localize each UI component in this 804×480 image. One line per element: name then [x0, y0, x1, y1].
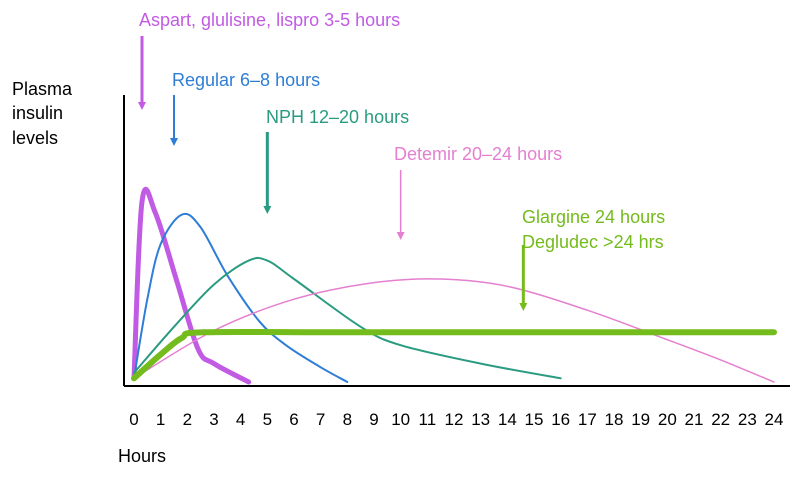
x-tick-label-17: 17 [578, 410, 597, 429]
x-tick-label-7: 7 [316, 410, 325, 429]
arrowhead-detemir [396, 232, 405, 240]
x-tick-label-10: 10 [391, 410, 410, 429]
series-label-degludec: Degludec >24 hrs [522, 232, 664, 252]
x-tick-label-1: 1 [156, 410, 165, 429]
x-tick-labels: 0 1 2 3 4 5 6 7 8 9 10 11 12 13 14 15 16 17 18 19 20 21 22 23 24 [129, 410, 783, 429]
x-tick-label-6: 6 [289, 410, 298, 429]
x-tick-label-3: 3 [209, 410, 218, 429]
x-tick-label-20: 20 [658, 410, 677, 429]
series-labels: Aspart, glulisine, lispro 3-5 hours Regul… [138, 10, 665, 311]
series-line-regular [133, 212, 349, 383]
y-axis-label-line3: levels [12, 128, 58, 148]
x-tick-label-0: 0 [129, 410, 138, 429]
series-line-glargine [131, 328, 777, 382]
series-label-nph: NPH 12–20 hours [266, 107, 409, 127]
x-tick-label-12: 12 [445, 410, 464, 429]
series-line-aspart [131, 186, 252, 385]
arrowhead-regular [170, 138, 178, 146]
x-tick-label-5: 5 [263, 410, 272, 429]
x-tick-label-18: 18 [605, 410, 624, 429]
series-line-nph [133, 256, 562, 380]
arrowhead-glargine [519, 303, 528, 311]
x-tick-label-8: 8 [343, 410, 352, 429]
x-tick-label-22: 22 [711, 410, 730, 429]
y-axis-label-line2: insulin [12, 103, 63, 123]
x-tick-label-19: 19 [631, 410, 650, 429]
series-label-glargine: Glargine 24 hours [522, 207, 665, 227]
x-tick-label-11: 11 [419, 410, 437, 429]
x-axis-label: Hours [118, 446, 166, 466]
series-layer [131, 186, 777, 385]
x-tick-label-21: 21 [685, 410, 704, 429]
arrowhead-nph [263, 206, 272, 214]
series-label-regular: Regular 6–8 hours [172, 70, 320, 90]
x-tick-label-14: 14 [498, 410, 517, 429]
arrowhead-aspart [138, 102, 146, 110]
x-tick-label-15: 15 [525, 410, 544, 429]
series-label-aspart: Aspart, glulisine, lispro 3-5 hours [139, 10, 400, 30]
x-tick-label-16: 16 [551, 410, 570, 429]
x-tick-label-13: 13 [471, 410, 490, 429]
x-tick-label-24: 24 [765, 410, 784, 429]
series-label-detemir: Detemir 20–24 hours [394, 144, 562, 164]
x-tick-label-4: 4 [236, 410, 245, 429]
series-line-detemir [133, 278, 775, 383]
x-tick-label-2: 2 [183, 410, 192, 429]
y-axis-label-line1: Plasma [12, 79, 73, 99]
x-tick-label-23: 23 [738, 410, 757, 429]
x-tick-label-9: 9 [369, 410, 378, 429]
